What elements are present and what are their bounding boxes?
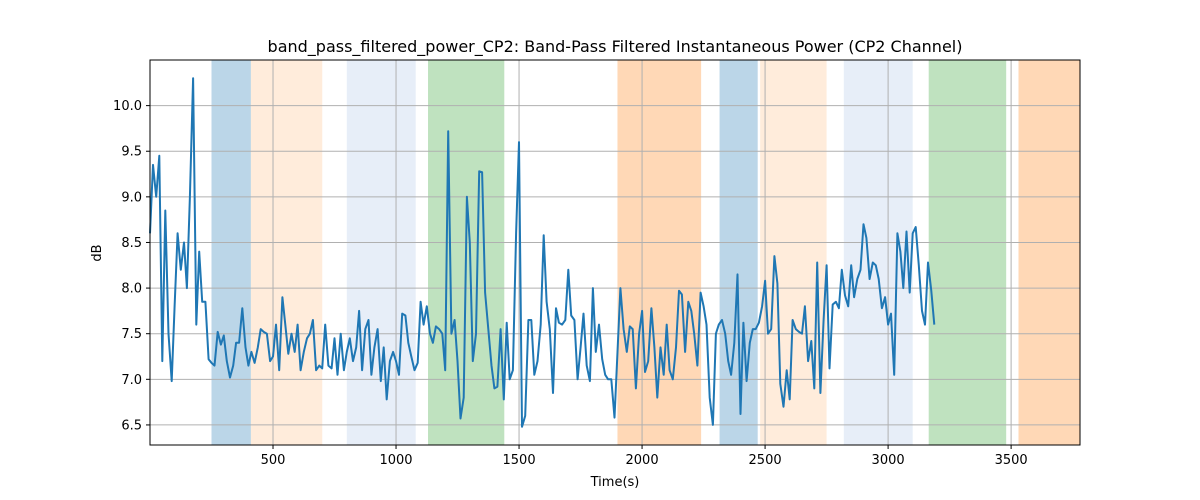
highlight-band-4 — [617, 60, 702, 445]
series-line — [149, 77, 936, 428]
y-tick-label: 8.0 — [121, 282, 142, 297]
series-layer — [149, 77, 936, 428]
y-tick-label: 7.5 — [121, 327, 142, 342]
highlight-band-0 — [211, 60, 251, 445]
x-axis-label: Time(s) — [590, 475, 640, 490]
plot-frame — [149, 59, 1081, 446]
highlight-band-1 — [250, 60, 323, 445]
x-tick-label: 1500 — [503, 453, 536, 468]
x-axis: 500 1000 1500 2000 2500 3000 3500 — [261, 445, 1028, 468]
highlight-band-5 — [719, 60, 758, 445]
y-tick-label: 6.5 — [121, 418, 142, 433]
x-tick-label: 2500 — [749, 453, 782, 468]
y-tick-label: 9.5 — [121, 145, 142, 160]
grid — [150, 60, 1080, 445]
y-tick-label: 9.0 — [121, 190, 142, 205]
y-tick-label: 8.5 — [121, 236, 142, 251]
highlight-band-9 — [1018, 60, 1080, 445]
x-tick-label: 3000 — [872, 453, 905, 468]
y-axis: 6.5 7.0 7.5 8.0 8.5 9.0 9.5 10.0 — [113, 99, 150, 433]
y-axis-label: dB — [90, 244, 105, 261]
x-tick-label: 2000 — [626, 453, 659, 468]
x-tick-label: 500 — [261, 453, 286, 468]
y-tick-label: 10.0 — [113, 99, 142, 114]
highlight-band-6 — [760, 60, 827, 445]
highlight-band-8 — [928, 60, 1007, 445]
x-tick-label: 3500 — [995, 453, 1028, 468]
chart-title: band_pass_filtered_power_CP2: Band-Pass … — [268, 37, 963, 57]
y-tick-label: 7.0 — [121, 373, 142, 388]
highlight-band-7 — [843, 60, 913, 445]
highlight-band-2 — [346, 60, 416, 445]
x-tick-label: 1000 — [379, 453, 412, 468]
